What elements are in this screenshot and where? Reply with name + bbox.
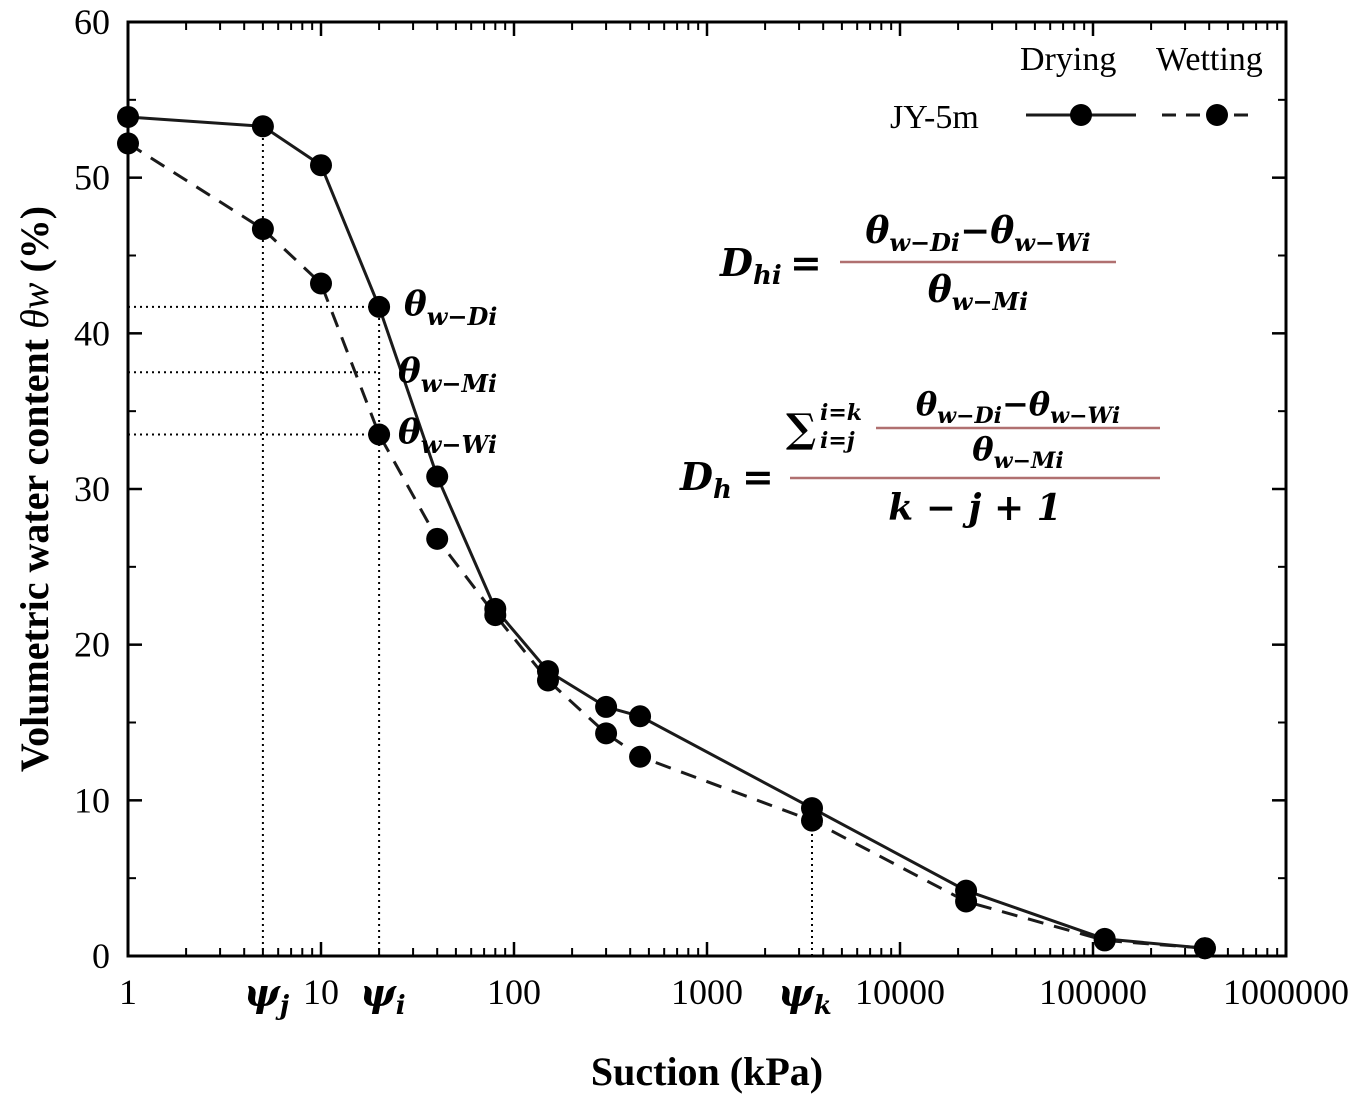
drying-point bbox=[426, 465, 449, 488]
theta-w-wi-label: θw−Wi bbox=[398, 412, 497, 459]
legend: Drying Wetting JY-5m bbox=[890, 41, 1263, 136]
legend-wetting-marker bbox=[1206, 104, 1228, 126]
wetting-point bbox=[629, 745, 652, 768]
wetting-point bbox=[426, 527, 449, 550]
formula-dhi-numerator: θw−Di−θw−Wi bbox=[865, 210, 1090, 257]
formula-dh-sum-upper: i=k bbox=[820, 400, 862, 426]
y-tick-label: 0 bbox=[92, 936, 110, 976]
y-axis-title-unit: (%) bbox=[12, 206, 57, 283]
y-axis-title: Volumetric water content θw (%) bbox=[12, 206, 57, 772]
x-tick-label: 1000 bbox=[671, 972, 743, 1012]
wetting-point bbox=[536, 669, 559, 692]
formula-dh-lhs: Dh bbox=[679, 454, 732, 505]
x-tick-label: 1 bbox=[119, 972, 137, 1012]
y-tick-label: 20 bbox=[74, 625, 110, 665]
formula-dh-inner-numerator: θw−Di−θw−Wi bbox=[916, 385, 1120, 429]
formula-dh-inner-denominator: θw−Mi bbox=[972, 430, 1063, 474]
x-axis-title: Suction (kPa) bbox=[591, 1049, 823, 1094]
theta-w-di-label: θw−Di bbox=[404, 284, 497, 331]
wetting-curve bbox=[127, 142, 1206, 950]
legend-label: JY-5m bbox=[890, 99, 979, 136]
x-tick-label: 100 bbox=[487, 972, 541, 1012]
formula-dhi-equals: = bbox=[790, 240, 822, 285]
x-tick-label: 100000 bbox=[1039, 972, 1147, 1012]
wetting-point bbox=[1093, 929, 1116, 952]
drying-point bbox=[368, 295, 391, 318]
wetting-point bbox=[955, 890, 978, 913]
formula-dh-sum-symbol: ∑ bbox=[786, 405, 816, 452]
legend-header-wetting: Wetting bbox=[1156, 41, 1263, 78]
formula-dh-equals: = bbox=[742, 454, 774, 499]
psi-j-label: ψj bbox=[244, 970, 290, 1021]
x-tick-label: 10000 bbox=[855, 972, 945, 1012]
x-tick-label: 10 bbox=[303, 972, 339, 1012]
formula-dhi-denominator: θw−Mi bbox=[928, 269, 1028, 316]
y-tick-label: 30 bbox=[74, 469, 110, 509]
axis-ticks: 1 10 100 1000 10000 100000 1000000 0 10 20 30 40 50 6… bbox=[74, 2, 1349, 1012]
formula-dhi: Dhi = θw−Di−θw−Wi θw−Mi bbox=[719, 210, 1116, 316]
formula-dh-sum-lower: i=j bbox=[820, 428, 855, 454]
data-markers bbox=[117, 105, 1216, 960]
y-axis-title-symbol: θw bbox=[12, 282, 57, 329]
theta-w-mi-label: θw−Mi bbox=[398, 351, 497, 398]
formula-dh-denominator: k − j + 1 bbox=[888, 487, 1061, 529]
y-tick-label: 40 bbox=[74, 313, 110, 353]
wetting-point bbox=[484, 604, 507, 627]
wetting-point bbox=[595, 722, 618, 745]
y-tick-label: 50 bbox=[74, 158, 110, 198]
wetting-point bbox=[368, 423, 391, 446]
wetting-point bbox=[801, 809, 824, 832]
x-tick-label: 1000000 bbox=[1223, 972, 1349, 1012]
psi-k-label: ψk bbox=[778, 970, 832, 1021]
y-tick-label: 10 bbox=[74, 780, 110, 820]
legend-header-drying: Drying bbox=[1020, 41, 1116, 78]
formula-dh: Dh = ∑ i=k i=j θw−Di−θw−Wi θw−Mi k − j +… bbox=[679, 385, 1160, 529]
y-axis-title-main: Volumetric water content bbox=[12, 329, 57, 772]
drying-point bbox=[117, 105, 139, 128]
wetting-point bbox=[1193, 937, 1216, 960]
wetting-point bbox=[310, 272, 332, 295]
drying-point bbox=[251, 115, 274, 138]
wetting-point bbox=[117, 132, 139, 155]
y-tick-label: 60 bbox=[74, 2, 110, 42]
wetting-point bbox=[251, 218, 274, 241]
legend-drying-marker bbox=[1070, 104, 1092, 126]
psi-i-label: ψi bbox=[360, 970, 406, 1021]
drying-point bbox=[310, 154, 332, 177]
drying-point bbox=[629, 705, 652, 728]
reference-lines bbox=[128, 126, 814, 956]
formula-dhi-lhs: Dhi bbox=[719, 240, 782, 291]
drying-point bbox=[595, 695, 618, 718]
